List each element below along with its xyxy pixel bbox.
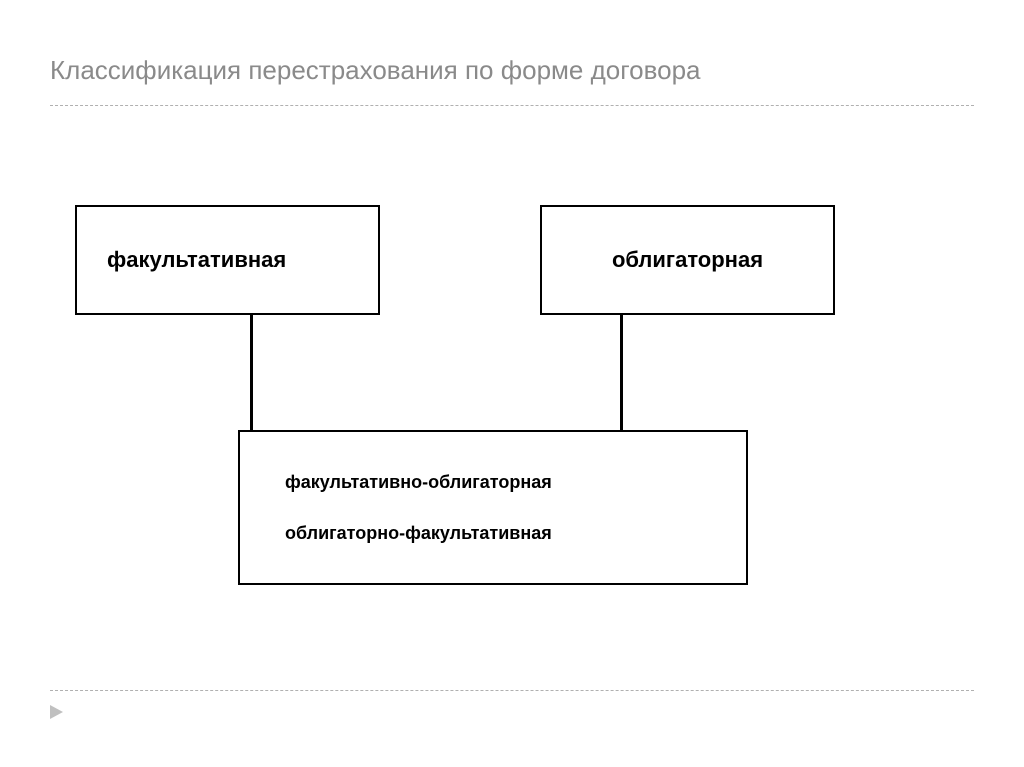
footer-triangle-icon (50, 705, 70, 730)
box-obligatory-label: облигаторная (612, 247, 763, 273)
connector-right (620, 315, 623, 430)
box-obligatory: облигаторная (540, 205, 835, 315)
divider-bottom (50, 690, 974, 691)
box-mixed-line1: факультативно-облигаторная (285, 472, 746, 493)
box-mixed-line2: облигаторно-факультативная (285, 523, 746, 544)
slide-title: Классификация перестрахования по форме д… (50, 55, 701, 86)
box-facultative: факультативная (75, 205, 380, 315)
connector-left (250, 315, 253, 430)
box-mixed: факультативно-облигаторная облигаторно-ф… (238, 430, 748, 585)
box-facultative-label: факультативная (107, 247, 378, 273)
divider-top (50, 105, 974, 106)
